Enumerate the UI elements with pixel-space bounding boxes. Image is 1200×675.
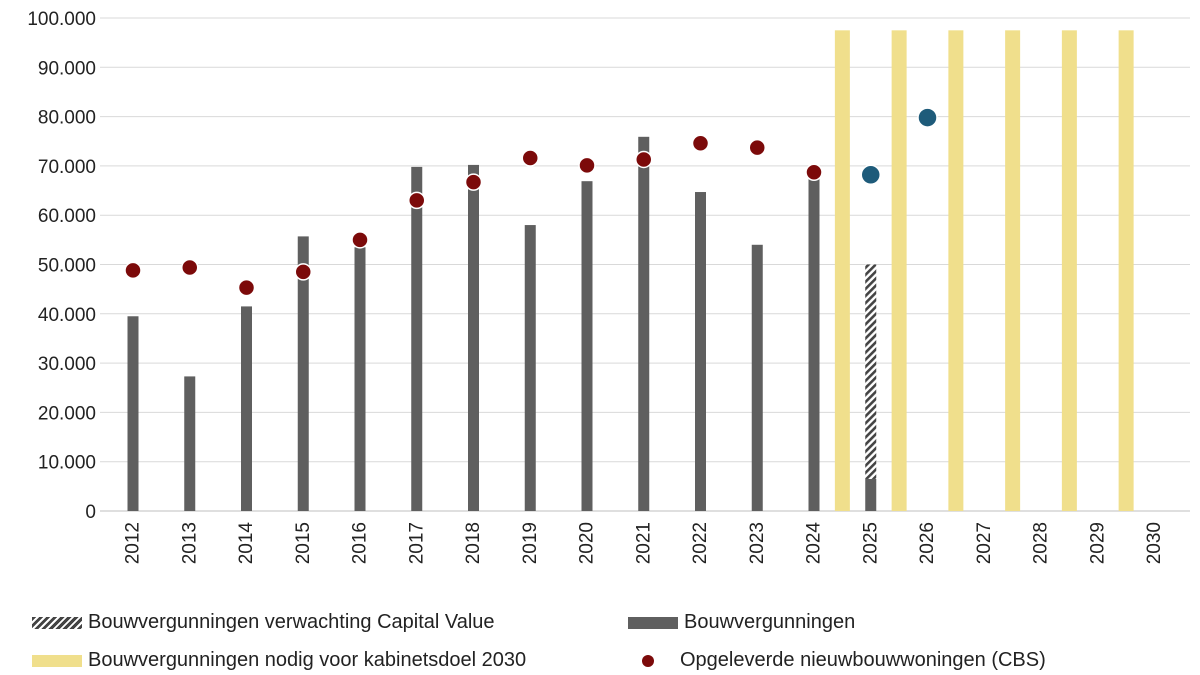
completion-dots <box>124 107 938 297</box>
x-tick-label: 2012 <box>123 522 144 564</box>
permit-bar <box>524 225 536 511</box>
target-bar <box>834 30 850 511</box>
legend-swatch-dot <box>642 654 654 667</box>
y-tick-label: 40.000 <box>38 305 96 326</box>
legend-item-forecast: Bouwvergunningen verwachting Capital Val… <box>32 611 495 634</box>
y-tick-label: 10.000 <box>38 453 96 474</box>
permit-bar <box>127 316 139 511</box>
target-bars <box>834 30 1134 511</box>
x-tick-label: 2024 <box>804 522 825 565</box>
x-tick-label: 2027 <box>974 522 995 564</box>
permit-bar <box>751 244 763 511</box>
legend-item-permits: Bouwvergunningen <box>628 611 855 634</box>
y-tick-label: 90.000 <box>38 58 96 79</box>
legend-label-completions: Opgeleverde nieuwbouwwoningen (CBS) <box>680 649 1046 671</box>
permit-bar <box>468 164 479 511</box>
y-tick-label: 60.000 <box>38 206 96 227</box>
y-tick-label: 80.000 <box>38 108 96 129</box>
x-tick-label: 2017 <box>406 522 427 564</box>
completion-dot <box>294 263 312 281</box>
x-tick-label: 2023 <box>747 522 768 564</box>
x-tick-label: 2026 <box>917 522 938 564</box>
permit-bar <box>695 192 706 512</box>
permit-bar <box>297 236 309 512</box>
legend-swatch-hatched <box>32 616 82 629</box>
legend-item-target: Bouwvergunningen nodig voor kabinetsdoel… <box>32 649 526 672</box>
forecast-completion-dot <box>860 164 881 186</box>
legend-label-target: Bouwvergunningen nodig voor kabinetsdoel… <box>88 649 527 671</box>
x-tick-label: 2030 <box>1144 522 1165 564</box>
x-tick-label: 2028 <box>1031 522 1052 564</box>
permit-bar <box>865 478 877 511</box>
completion-dot <box>805 163 823 182</box>
y-tick-label: 30.000 <box>38 354 96 375</box>
completion-dot <box>124 261 142 280</box>
forecast-completion-dot <box>917 107 938 128</box>
target-bar <box>891 30 907 511</box>
x-tick-label: 2013 <box>179 522 200 564</box>
permit-bars <box>127 136 877 512</box>
x-tick-label: 2021 <box>633 522 654 564</box>
y-tick-label: 0 <box>85 502 96 523</box>
y-tick-label: 100.000 <box>27 9 96 30</box>
x-tick-label: 2020 <box>577 522 598 564</box>
target-bar <box>1118 30 1134 511</box>
permit-bar <box>241 306 252 511</box>
x-tick-label: 2019 <box>520 522 541 564</box>
x-tick-label: 2018 <box>463 522 484 564</box>
legend: Bouwvergunningen verwachting Capital Val… <box>0 600 1200 675</box>
y-tick-label: 20.000 <box>38 403 96 424</box>
chart-canvas: 0 10.000 20.000 30.000 40.000 50.000 60.000 70.… <box>27 9 1190 565</box>
forecast-permit-bar <box>865 264 877 479</box>
target-bar <box>948 30 964 511</box>
completion-dot <box>521 149 539 167</box>
y-tick-label: 70.000 <box>38 157 96 178</box>
permit-bar <box>808 173 820 512</box>
forecast-bars <box>865 264 877 479</box>
x-tick-label: 2025 <box>860 522 881 564</box>
permit-bar <box>581 181 593 512</box>
completion-dot <box>691 134 710 152</box>
permit-bar <box>184 376 196 511</box>
x-tick-label: 2015 <box>293 522 314 564</box>
completion-dot <box>635 150 653 169</box>
x-tick-label: 2022 <box>690 522 711 564</box>
legend-swatch-yellow <box>32 654 82 667</box>
x-axis-ticks: 2012 2013 2014 2015 2016 2017 2018 2019 2020 2021… <box>123 522 1166 565</box>
permit-bar <box>354 247 366 511</box>
legend-label-forecast: Bouwvergunningen verwachting Capital Val… <box>88 611 495 633</box>
x-tick-label: 2029 <box>1087 522 1108 564</box>
x-tick-label: 2014 <box>236 522 257 565</box>
completion-dot <box>748 138 766 157</box>
target-bar <box>1061 30 1077 511</box>
completion-dot <box>464 173 483 191</box>
permit-bar <box>638 136 650 512</box>
completion-dot <box>408 191 426 210</box>
completion-dot <box>578 156 596 175</box>
y-axis-ticks: 0 10.000 20.000 30.000 40.000 50.000 60.000 70.… <box>27 9 96 523</box>
completion-dot <box>181 258 199 277</box>
permit-bar <box>411 166 423 512</box>
legend-item-completions: Opgeleverde nieuwbouwwoningen (CBS) <box>628 649 1046 672</box>
y-tick-label: 50.000 <box>38 256 96 277</box>
completion-dot <box>351 231 369 249</box>
x-tick-label: 2016 <box>350 522 371 564</box>
completion-dot <box>237 278 256 297</box>
legend-label-permits: Bouwvergunningen <box>684 611 856 633</box>
target-bar <box>1005 30 1021 511</box>
legend-swatch-bar <box>628 616 678 629</box>
